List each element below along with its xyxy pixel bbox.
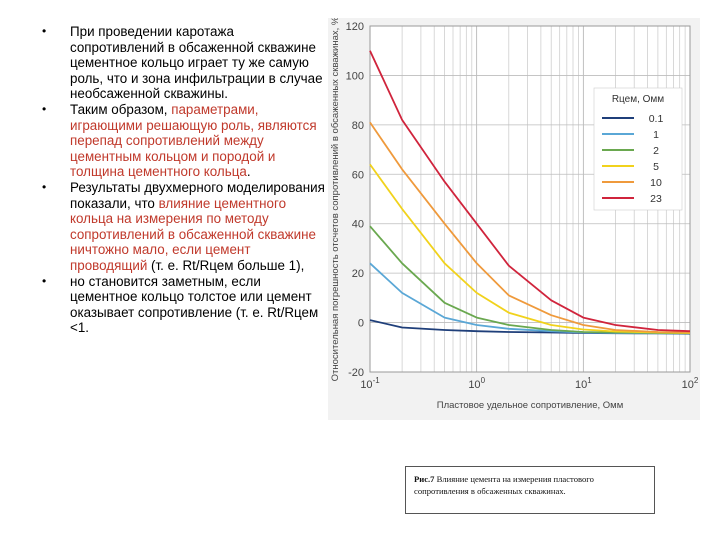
series-line — [369, 121, 691, 334]
y-tick-label: -20 — [348, 367, 364, 379]
y-tick-label: 0 — [358, 318, 364, 330]
legend-label: 1 — [653, 129, 659, 141]
caption-text: Влияние цемента на измерения пластового … — [414, 474, 594, 496]
series-line — [369, 163, 691, 334]
y-tick-label: 120 — [346, 21, 364, 33]
bullet-text: но становится заметным, если цементное к… — [70, 273, 319, 336]
y-tick-label: 20 — [352, 268, 364, 280]
bullet-item: • Результаты двухмерного моделирования по… — [40, 180, 325, 274]
bullet-dot-icon: • — [42, 179, 47, 194]
y-axis-label: Относительная погрешность отсчетов сопро… — [330, 18, 341, 381]
legend-label: 23 — [650, 193, 662, 205]
bullet-text: При проведении каротажа сопротивлений в … — [70, 24, 323, 102]
chart-panel: -20 0 20 40 60 80 100 120 10-1 100 101 102 Пластовое… — [328, 18, 700, 420]
legend-label: 10 — [650, 177, 662, 189]
legend-title: Rцем, Омм — [612, 94, 664, 105]
bullet-item: • Таким образом, параметрами, играющими р… — [40, 102, 325, 180]
legend-label: 0.1 — [649, 113, 664, 125]
plot-frame — [369, 25, 691, 373]
x-axis-label: Пластовое удельное сопротивление, Омм — [437, 400, 624, 411]
legend-label: 2 — [653, 145, 659, 157]
bullet-dot-icon: • — [42, 24, 47, 38]
bullet-item: • но становится заметным, если цементное … — [40, 274, 325, 336]
caption-label: Рис.7 — [414, 474, 435, 484]
bullet-list: • При проведении каротажа сопротивлений в… — [40, 24, 325, 336]
bullet-text: (т. е. Rt/Rцем больше 1), — [147, 257, 305, 273]
x-tick-label: 100 — [468, 376, 485, 391]
y-tick-label: 40 — [352, 219, 364, 231]
bullet-text: Результаты двухмерного моделирования пок… — [70, 179, 325, 211]
y-tick-label: 60 — [352, 169, 364, 181]
x-tick-label: 10-1 — [360, 376, 380, 391]
x-tick-label: 102 — [682, 376, 699, 391]
x-tick-label: 101 — [575, 376, 592, 391]
figure-caption: Рис.7 Влияние цемента на измерения пласт… — [405, 466, 655, 514]
bullet-highlight-text: параметрами, играющими решающую роль, яв… — [70, 101, 317, 180]
bullet-dot-icon: • — [42, 101, 47, 116]
bullet-text: . — [246, 164, 251, 180]
legend-label: 5 — [653, 161, 659, 173]
y-tick-label: 80 — [352, 120, 364, 132]
bullet-highlight-text: влияние цементного кольца на измерения п… — [70, 195, 316, 273]
bullet-text: Таким образом, — [70, 101, 172, 117]
bullet-item: • При проведении каротажа сопротивлений в… — [40, 24, 325, 102]
series-line — [369, 50, 691, 333]
y-tick-label: 100 — [346, 70, 364, 82]
bullet-dot-icon: • — [42, 273, 47, 288]
